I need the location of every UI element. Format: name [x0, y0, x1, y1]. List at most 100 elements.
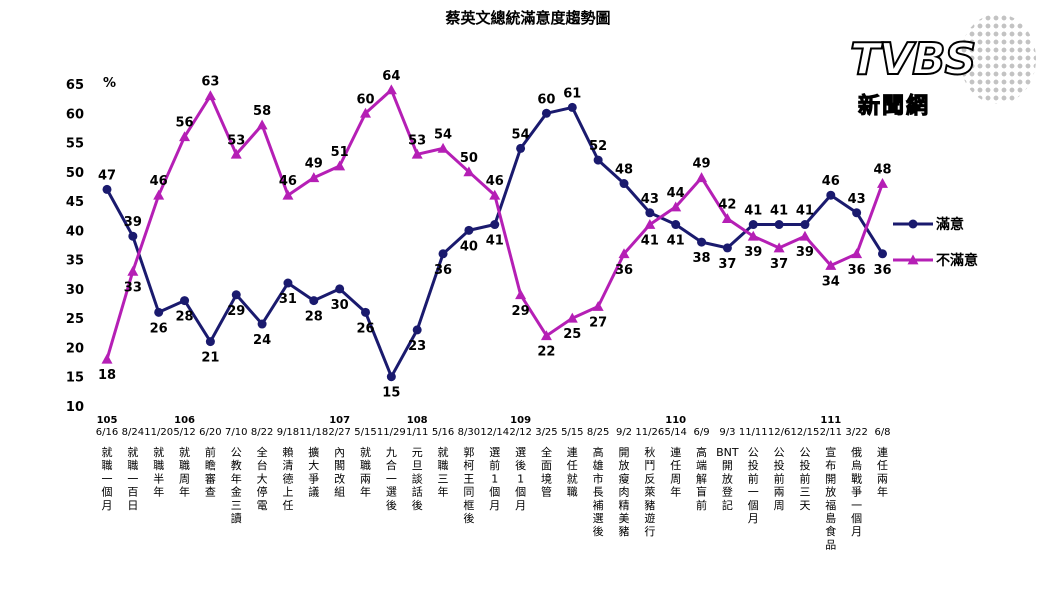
- y-tick-label: 40: [66, 224, 84, 239]
- data-point-dissatisfied: [566, 312, 578, 323]
- plot-area: 47 18 39 33 26 46 28 56 21 63 29 53 24 58 31 46 28 49 30 51…: [98, 69, 892, 401]
- event-label: 宣布開放福島食品: [825, 445, 836, 551]
- event-label: 高端解盲前: [696, 445, 707, 512]
- data-point-satisfied: [128, 231, 138, 241]
- legend-label: 不滿意: [936, 252, 978, 269]
- data-label-satisfied: 26: [356, 321, 374, 336]
- data-point-dissatisfied: [670, 201, 682, 212]
- data-label-satisfied: 43: [641, 192, 659, 207]
- data-point-dissatisfied: [437, 142, 449, 153]
- y-tick-label: 15: [66, 371, 84, 386]
- event-label: 高雄市長補選後: [593, 445, 604, 538]
- date-label: 8/25: [587, 427, 609, 438]
- data-point-satisfied: [878, 249, 887, 259]
- date-label: 8/22: [251, 427, 273, 438]
- data-point-dissatisfied: [230, 148, 242, 159]
- y-tick-label: 45: [66, 195, 84, 210]
- year-label: 105: [97, 415, 118, 426]
- date-label: 9/18: [277, 427, 299, 438]
- data-point-dissatisfied: [256, 119, 268, 130]
- date-label: 3/22: [845, 427, 867, 438]
- event-label: 公投前兩周: [774, 446, 785, 512]
- event-label: 元旦談話後: [412, 446, 423, 512]
- data-label-dissatisfied: 60: [356, 92, 374, 107]
- data-label-satisfied: 52: [589, 139, 607, 154]
- data-label-dissatisfied: 49: [305, 157, 323, 172]
- data-point-dissatisfied: [463, 166, 475, 177]
- data-point-dissatisfied: [179, 131, 191, 142]
- data-label-dissatisfied: 53: [408, 133, 426, 148]
- data-label-dissatisfied: 46: [486, 174, 504, 189]
- data-label-dissatisfied: 36: [615, 263, 633, 278]
- data-point-satisfied: [722, 243, 732, 253]
- data-label-satisfied: 38: [693, 251, 711, 266]
- date-label: 12/6: [768, 427, 790, 438]
- date-label: 11/29: [377, 427, 406, 438]
- date-label: 6/9: [694, 427, 710, 438]
- date-label: 12/14: [480, 427, 509, 438]
- data-point-dissatisfied: [618, 248, 630, 259]
- event-label: 全面境管: [541, 445, 552, 499]
- event-label: 俄烏戰爭一個月: [851, 446, 862, 538]
- legend-marker: [908, 219, 918, 229]
- data-label-dissatisfied: 39: [744, 245, 762, 260]
- data-label-dissatisfied: 53: [227, 133, 245, 148]
- data-point-dissatisfied: [747, 230, 759, 241]
- data-label-satisfied: 23: [408, 339, 426, 354]
- date-label: 11/26: [635, 427, 664, 438]
- event-label: 連任周年: [670, 445, 681, 499]
- data-point-dissatisfied: [540, 330, 552, 341]
- data-point-satisfied: [593, 155, 603, 165]
- data-point-satisfied: [412, 325, 422, 335]
- data-label-satisfied: 26: [150, 321, 168, 336]
- year-label: 110: [665, 415, 686, 426]
- date-label: 11/11: [739, 427, 768, 438]
- x-axis-years: 105 106 107 108 109 110 111: [97, 415, 842, 426]
- data-point-satisfied: [154, 307, 164, 317]
- data-point-dissatisfied: [411, 148, 423, 159]
- data-point-dissatisfied: [773, 242, 785, 253]
- legend-label: 滿意: [935, 216, 964, 233]
- data-label-satisfied: 41: [667, 234, 685, 249]
- data-label-dissatisfied: 36: [848, 263, 866, 278]
- year-label: 106: [174, 415, 195, 426]
- logo-dots-icon: [960, 14, 1036, 104]
- data-point-satisfied: [361, 307, 370, 317]
- data-label-satisfied: 39: [124, 215, 142, 230]
- data-point-dissatisfied: [360, 107, 371, 118]
- data-point-dissatisfied: [334, 160, 346, 171]
- data-point-satisfied: [102, 184, 112, 194]
- data-point-dissatisfied: [127, 265, 139, 276]
- data-label-satisfied: 28: [176, 310, 194, 325]
- data-point-dissatisfied: [204, 90, 216, 101]
- data-point-satisfied: [774, 220, 784, 230]
- event-label: BNT 開放登記: [716, 446, 739, 512]
- data-point-dissatisfied: [825, 259, 837, 270]
- event-label: 九合一選後: [386, 446, 397, 512]
- data-point-satisfied: [386, 372, 396, 382]
- data-point-satisfied: [748, 220, 758, 230]
- event-label: 就職兩年: [360, 445, 371, 499]
- legend-marker: [907, 254, 919, 265]
- data-label-satisfied: 41: [770, 204, 788, 219]
- data-label-dissatisfied: 41: [641, 234, 659, 249]
- data-label-satisfied: 41: [486, 234, 504, 249]
- data-point-dissatisfied: [877, 178, 888, 188]
- data-label-dissatisfied: 42: [718, 198, 736, 213]
- data-point-satisfied: [516, 143, 526, 153]
- y-tick-label: 65: [66, 78, 84, 93]
- event-label: 全台大停電: [257, 445, 268, 512]
- data-point-dissatisfied: [696, 172, 708, 183]
- data-point-dissatisfied: [282, 189, 294, 200]
- data-label-satisfied: 47: [98, 168, 116, 183]
- event-label: 公投前三天: [799, 446, 810, 512]
- x-axis-events: 就職一個月 就職一百日 就職半年 就職周年 前瞻審查 公教年金三讀 全台大停電 賴清德上任 擴大…: [102, 445, 889, 551]
- data-point-satisfied: [697, 237, 707, 247]
- data-point-dissatisfied: [799, 230, 811, 241]
- data-point-dissatisfied: [644, 219, 656, 229]
- data-label-dissatisfied: 58: [253, 104, 271, 119]
- data-point-satisfied: [852, 208, 862, 218]
- date-label: 2/12: [509, 427, 531, 438]
- x-axis-dates: 6/16 8/24 11/20 5/12 6/20 7/10 8/22 9/18 11/18 2/…: [96, 427, 891, 438]
- data-label-satisfied: 54: [512, 127, 530, 142]
